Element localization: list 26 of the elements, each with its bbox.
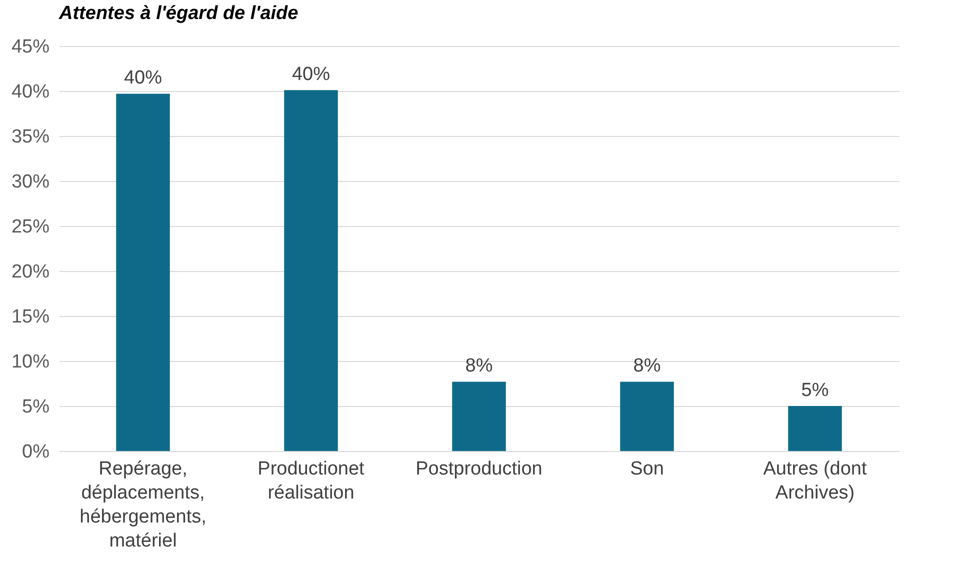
bar [284, 90, 338, 451]
y-tick-label: 0% [22, 442, 50, 462]
y-tick-label: 35% [11, 126, 50, 148]
bar [452, 382, 506, 451]
x-tick-label: Autres (dont Archives) [763, 458, 868, 504]
y-tick-label: 5% [22, 396, 50, 418]
x-tick-label: Son [630, 458, 664, 480]
x-tick-label: Productionet réalisation [258, 458, 366, 504]
x-tick-label: Postproduction [416, 458, 542, 480]
y-tick-label: 20% [11, 262, 50, 282]
data-label: 40% [292, 64, 330, 86]
y-tick-label: 25% [11, 216, 50, 238]
data-label: 40% [124, 68, 162, 89]
bar [620, 382, 674, 451]
x-tick-label: Repérage, déplacements, hébergements, matériel [80, 458, 206, 552]
bar [788, 406, 842, 451]
data-label: 8% [465, 356, 493, 377]
chart-title: Attentes à l'égard de l'aide [58, 3, 299, 24]
y-tick-label: 15% [11, 306, 50, 328]
y-tick-label: 30% [11, 172, 50, 192]
bar [116, 94, 170, 451]
y-tick-label: 10% [11, 352, 50, 372]
data-label: 5% [801, 380, 829, 401]
data-label: 8% [633, 356, 661, 377]
y-tick-label: 40% [11, 82, 50, 102]
y-tick-label: 45% [11, 36, 50, 58]
